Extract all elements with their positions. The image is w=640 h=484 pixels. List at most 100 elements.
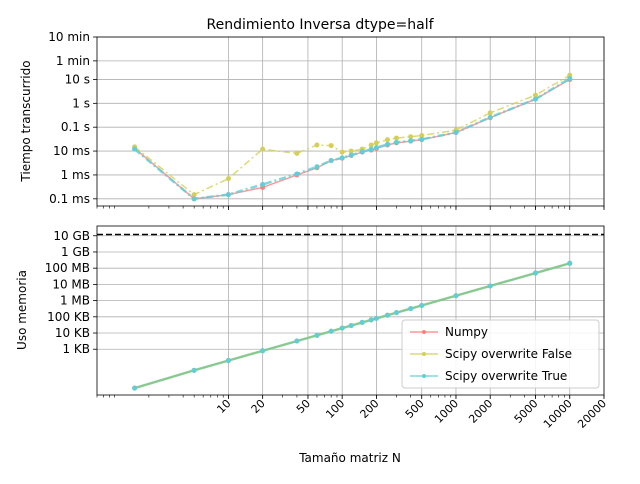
series-line-scipy-overwrite-true xyxy=(133,77,571,201)
time-y-axis-label: Tiempo transcurrido xyxy=(19,60,33,182)
y-tick-label-10-min: 10 min xyxy=(48,30,90,44)
x-tick-label-500: 500 xyxy=(403,397,427,421)
legend-entry-numpy: Numpy xyxy=(410,325,488,339)
data-point-scipy-overwrite-true xyxy=(487,283,493,289)
time-panel: 0.1 ms 1 ms 10 ms 0.1 s 1 s 10 s 1 min 10 min R… xyxy=(19,17,605,210)
y-tick-label-10-s: 10 s xyxy=(65,72,90,86)
data-point-scipy-overwrite-true xyxy=(419,136,425,142)
y-tick-label-1-mb: 1 MB xyxy=(60,294,90,308)
data-point-scipy-overwrite-true xyxy=(532,270,538,276)
legend-box xyxy=(401,319,600,389)
x-tick-label-20000: 20000 xyxy=(575,397,609,431)
data-point-scipy-overwrite-false xyxy=(487,110,493,116)
legend-label-numpy: Numpy xyxy=(445,325,488,339)
data-point-scipy-overwrite-true xyxy=(191,196,197,202)
legend-entry-scipy-true: Scipy overwrite True xyxy=(410,369,567,383)
legend: Numpy Scipy overwrite False Scipy overwr… xyxy=(401,319,600,389)
data-point-scipy-overwrite-false xyxy=(225,176,231,182)
legend-marker-scipy-true xyxy=(422,374,426,378)
time-series-layer xyxy=(132,72,573,202)
data-point-scipy-overwrite-false xyxy=(191,192,197,198)
data-point-scipy-overwrite-true xyxy=(408,138,414,144)
data-point-scipy-overwrite-true xyxy=(567,75,573,81)
data-point-scipy-overwrite-true xyxy=(373,315,379,321)
memory-x-ticks: 10 20 50 100 200 500 1000 2000 5000 10000 20000 xyxy=(96,395,609,431)
data-point-scipy-overwrite-true xyxy=(294,338,300,344)
legend-label-scipy-true: Scipy overwrite True xyxy=(445,369,567,383)
memory-series-layer xyxy=(132,260,573,391)
memory-y-axis-label: Uso memoria xyxy=(15,270,29,350)
data-point-scipy-overwrite-true xyxy=(328,328,334,334)
data-point-scipy-overwrite-true xyxy=(384,312,390,318)
data-point-scipy-overwrite-true xyxy=(328,158,334,164)
series-line-scipy-overwrite-true xyxy=(134,262,571,390)
y-tick-label-1-min: 1 min xyxy=(56,54,90,68)
data-point-scipy-overwrite-false xyxy=(348,148,354,154)
data-point-scipy-overwrite-false xyxy=(294,150,300,156)
data-point-scipy-overwrite-true xyxy=(294,171,300,177)
legend-marker-scipy-false xyxy=(422,352,426,356)
x-axis-label: Tamaño matriz N xyxy=(298,451,401,465)
data-point-scipy-overwrite-true xyxy=(359,319,365,325)
x-tick-label-2000: 2000 xyxy=(466,397,495,426)
data-point-scipy-overwrite-false xyxy=(384,137,390,143)
data-point-scipy-overwrite-true xyxy=(419,302,425,308)
x-tick-label-100: 100 xyxy=(323,397,347,421)
data-point-scipy-overwrite-true xyxy=(132,385,138,391)
x-tick-label-10: 10 xyxy=(214,397,233,416)
x-tick-label-50: 50 xyxy=(294,397,313,416)
x-tick-label-200: 200 xyxy=(358,397,382,421)
data-point-scipy-overwrite-true xyxy=(225,358,231,364)
data-point-scipy-overwrite-true xyxy=(373,145,379,151)
data-point-scipy-overwrite-false xyxy=(339,149,345,155)
y-tick-label-0-1-ms: 0.1 ms xyxy=(49,192,90,206)
data-point-scipy-overwrite-false xyxy=(393,135,399,141)
memory-y-ticks: 1 KB 10 KB 100 KB 1 MB 10 MB 100 MB 1 GB 10 GB xyxy=(45,229,97,356)
data-point-scipy-overwrite-true xyxy=(314,164,320,170)
data-point-scipy-overwrite-true xyxy=(191,367,197,373)
y-tick-label-100-kb: 100 KB xyxy=(47,310,90,324)
data-point-scipy-overwrite-true xyxy=(487,114,493,120)
chart-title: Rendimiento Inversa dtype=half xyxy=(206,17,434,33)
data-point-scipy-overwrite-false xyxy=(328,143,334,149)
data-point-scipy-overwrite-true xyxy=(393,310,399,316)
y-tick-label-1-s: 1 s xyxy=(72,96,90,110)
data-point-scipy-overwrite-true xyxy=(368,146,374,152)
x-tick-label-1000: 1000 xyxy=(432,397,461,426)
y-tick-label-10-gb: 10 GB xyxy=(53,229,90,243)
data-point-scipy-overwrite-true xyxy=(567,260,573,266)
time-plot-frame xyxy=(96,36,605,207)
y-tick-label-10-ms: 10 ms xyxy=(53,144,90,158)
data-point-scipy-overwrite-true xyxy=(260,181,266,187)
data-point-scipy-overwrite-true xyxy=(348,323,354,329)
legend-marker-numpy xyxy=(422,330,426,334)
time-plot-area xyxy=(97,37,604,206)
y-tick-label-1-gb: 1 GB xyxy=(61,245,90,259)
y-tick-label-100-mb: 100 MB xyxy=(45,261,90,275)
y-tick-label-1-kb: 1 KB xyxy=(62,342,90,356)
memory-plot-frame xyxy=(96,225,605,396)
data-point-scipy-overwrite-true xyxy=(132,146,138,152)
data-point-scipy-overwrite-true xyxy=(339,325,345,331)
x-tick-label-20: 20 xyxy=(249,397,268,416)
legend-entry-scipy-false: Scipy overwrite False xyxy=(410,347,572,361)
y-tick-label-0-1-s: 0.1 s xyxy=(61,120,90,134)
legend-label-scipy-false: Scipy overwrite False xyxy=(445,347,572,361)
data-point-scipy-overwrite-false xyxy=(419,132,425,138)
data-point-scipy-overwrite-true xyxy=(225,192,231,198)
memory-grid xyxy=(97,226,605,395)
data-point-scipy-overwrite-false xyxy=(408,134,414,140)
data-point-scipy-overwrite-false xyxy=(373,140,379,146)
data-point-scipy-overwrite-true xyxy=(348,152,354,158)
data-point-scipy-overwrite-true xyxy=(393,139,399,145)
series-line-scipy-overwrite-false xyxy=(134,74,571,196)
data-point-scipy-overwrite-true xyxy=(368,317,374,323)
data-point-scipy-overwrite-false xyxy=(368,142,374,148)
x-tick-label-5000: 5000 xyxy=(512,397,541,426)
data-point-scipy-overwrite-true xyxy=(384,141,390,147)
time-x-minor-ticks xyxy=(96,206,605,210)
data-point-scipy-overwrite-true xyxy=(260,348,266,354)
data-point-scipy-overwrite-true xyxy=(339,155,345,161)
